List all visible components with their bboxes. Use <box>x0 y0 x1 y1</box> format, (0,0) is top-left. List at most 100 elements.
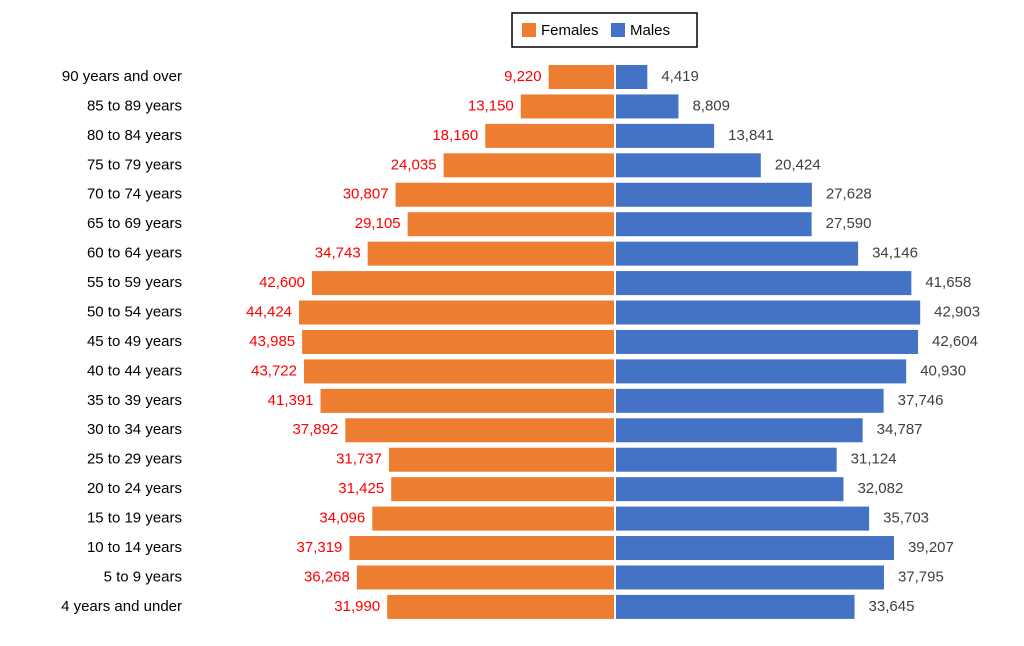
bar <box>616 241 859 266</box>
bar <box>304 359 614 384</box>
value-label: 31,425 <box>338 480 384 497</box>
value-label: 43,722 <box>251 362 297 379</box>
bar <box>388 447 614 472</box>
legend-box <box>511 12 698 48</box>
y-tick-label: 25 to 29 years <box>87 451 182 468</box>
bar <box>616 212 812 237</box>
bar <box>616 300 921 325</box>
bar <box>616 418 863 443</box>
value-label: 24,035 <box>391 156 437 173</box>
value-label: 20,424 <box>775 156 821 173</box>
value-label: 42,600 <box>259 274 305 291</box>
y-tick-label: 40 to 44 years <box>87 362 182 379</box>
legend-swatch <box>611 23 625 37</box>
y-tick-label: 35 to 39 years <box>87 392 182 409</box>
legend-swatch <box>522 23 536 37</box>
y-tick-label: 30 to 34 years <box>87 421 182 438</box>
bar <box>616 153 761 178</box>
bar <box>616 565 884 590</box>
legend-label: Males <box>630 22 670 39</box>
bar <box>616 271 912 296</box>
bar <box>387 594 614 619</box>
value-label: 37,892 <box>292 421 338 438</box>
y-tick-label: 80 to 84 years <box>87 127 182 144</box>
value-label: 41,658 <box>925 274 971 291</box>
bar <box>616 182 812 207</box>
bar <box>391 477 614 502</box>
bar <box>616 94 679 119</box>
bar <box>616 329 919 354</box>
value-label: 31,990 <box>334 598 380 615</box>
value-label: 34,096 <box>319 510 365 527</box>
value-label: 35,703 <box>883 510 929 527</box>
value-label: 27,590 <box>826 215 872 232</box>
bar <box>395 182 614 207</box>
y-tick-label: 50 to 54 years <box>87 303 182 320</box>
bar <box>616 123 715 148</box>
y-tick-label: 20 to 24 years <box>87 480 182 497</box>
value-label: 43,985 <box>249 333 295 350</box>
value-label: 40,930 <box>920 362 966 379</box>
bar <box>616 536 894 561</box>
y-tick-label: 45 to 49 years <box>87 333 182 350</box>
value-label: 8,809 <box>692 97 730 114</box>
value-label: 44,424 <box>246 303 292 320</box>
value-label: 37,795 <box>898 568 944 585</box>
y-tick-label: 75 to 79 years <box>87 156 182 173</box>
bar <box>356 565 614 590</box>
value-label: 30,807 <box>343 186 389 203</box>
bar <box>616 359 907 384</box>
value-label: 9,220 <box>504 68 542 85</box>
y-tick-label: 70 to 74 years <box>87 186 182 203</box>
y-tick-label: 60 to 64 years <box>87 245 182 262</box>
value-label: 34,787 <box>877 421 923 438</box>
bar <box>443 153 614 178</box>
bar <box>367 241 614 266</box>
value-label: 41,391 <box>268 392 314 409</box>
bar <box>616 506 870 531</box>
value-label: 42,604 <box>932 333 978 350</box>
bar <box>616 594 855 619</box>
value-label: 4,419 <box>661 68 699 85</box>
value-label: 13,150 <box>468 97 514 114</box>
bar <box>520 94 614 119</box>
y-tick-label: 90 years and over <box>62 68 182 85</box>
value-label: 36,268 <box>304 568 350 585</box>
bar <box>320 388 614 413</box>
value-label: 37,746 <box>898 392 944 409</box>
y-tick-label: 10 to 14 years <box>87 539 182 556</box>
bar <box>349 536 614 561</box>
value-label: 18,160 <box>432 127 478 144</box>
y-tick-label: 55 to 59 years <box>87 274 182 291</box>
y-tick-label: 5 to 9 years <box>104 568 182 585</box>
value-label: 34,146 <box>872 245 918 262</box>
value-label: 39,207 <box>908 539 954 556</box>
value-label: 29,105 <box>355 215 401 232</box>
value-label: 31,737 <box>336 451 382 468</box>
bar <box>372 506 614 531</box>
value-label: 34,743 <box>315 245 361 262</box>
y-tick-label: 15 to 19 years <box>87 510 182 527</box>
value-label: 42,903 <box>934 303 980 320</box>
value-label: 32,082 <box>857 480 903 497</box>
value-label: 27,628 <box>826 186 872 203</box>
bar <box>311 271 614 296</box>
bar <box>302 329 614 354</box>
bar <box>548 65 614 89</box>
bar <box>345 418 614 443</box>
bar <box>616 388 884 413</box>
bar <box>485 123 614 148</box>
y-tick-label: 65 to 69 years <box>87 215 182 232</box>
bar <box>616 65 648 89</box>
value-label: 31,124 <box>851 451 897 468</box>
bar <box>616 447 837 472</box>
bar <box>616 477 844 502</box>
y-tick-label: 4 years and under <box>61 598 182 615</box>
value-label: 13,841 <box>728 127 774 144</box>
bar <box>407 212 614 237</box>
y-tick-label: 85 to 89 years <box>87 97 182 114</box>
value-label: 33,645 <box>869 598 915 615</box>
legend-label: Females <box>541 22 599 39</box>
